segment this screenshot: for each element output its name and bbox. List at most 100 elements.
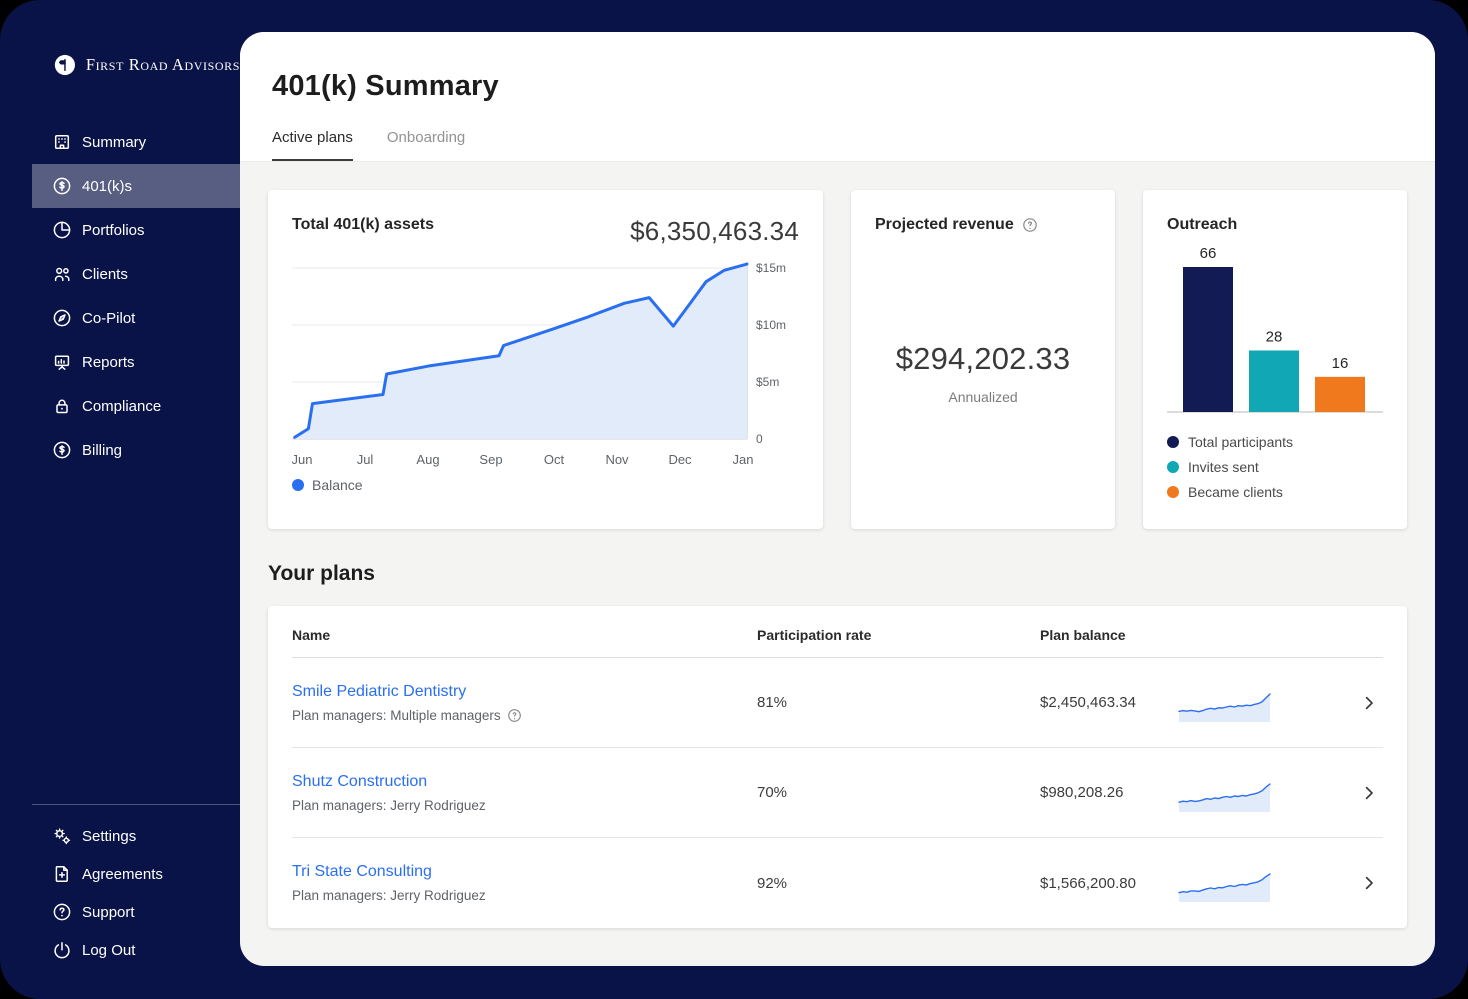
legend-dot [1167, 461, 1179, 473]
plan-name-cell: Smile Pediatric Dentistry Plan managers:… [292, 683, 757, 723]
plan-name-link[interactable]: Shutz Construction [292, 772, 428, 790]
legend-label: Total participants [1188, 434, 1294, 450]
svg-text:$5m: $5m [756, 375, 779, 389]
svg-text:Aug: Aug [416, 452, 439, 467]
sidebar-item-label: Settings [82, 827, 137, 845]
svg-text:Jan: Jan [733, 452, 754, 467]
chevron-right-icon[interactable] [1359, 783, 1383, 803]
summary-cards-row: Total 401(k) assets $6,350,463.34 $15m $1… [268, 190, 1407, 529]
people-icon [52, 264, 72, 284]
sidebar-item-agreements[interactable]: Agreements [32, 855, 240, 893]
building-icon [52, 132, 72, 152]
plans-section-title: Your plans [268, 562, 375, 585]
tabs: Active plans Onboarding [272, 129, 1403, 161]
sidebar-item-label: 401(k)s [82, 177, 133, 195]
plan-managers-label: Plan managers: Jerry Rodriguez [292, 797, 486, 813]
document-plus-icon [52, 864, 72, 884]
sidebar-item-label: Log Out [82, 941, 136, 959]
sidebar-item-clients[interactable]: Clients [32, 252, 240, 296]
plan-balance-value: $980,208.26 [1040, 784, 1124, 801]
sidebar-item-label: Summary [82, 133, 147, 151]
lock-icon [52, 396, 72, 416]
plan-row-shutz-construction[interactable]: Shutz Construction Plan managers: Jerry … [292, 748, 1383, 838]
svg-text:28: 28 [1266, 328, 1283, 345]
help-icon[interactable] [507, 708, 522, 723]
sidebar-item-summary[interactable]: Summary [32, 120, 240, 164]
plans-table-header: Name Participation rate Plan balance [292, 606, 1383, 658]
plan-name-link[interactable]: Tri State Consulting [292, 863, 432, 880]
column-header-name: Name [292, 627, 331, 643]
page-content: Total 401(k) assets $6,350,463.34 $15m $1… [240, 162, 1435, 966]
plan-name-cell: Shutz Construction Plan managers: Jerry … [292, 773, 757, 813]
sidebar-nav: Summary 401(k)s [0, 120, 240, 472]
balance-legend-label: Balance [312, 477, 363, 493]
help-icon[interactable] [1022, 217, 1038, 233]
sidebar-item-logout[interactable]: Log Out [32, 931, 240, 969]
sidebar-item-401ks[interactable]: 401(k)s [32, 164, 240, 208]
outreach-legend: Total participants Invites sent Became cli… [1167, 434, 1383, 500]
svg-text:66: 66 [1200, 245, 1217, 262]
total-assets-value: $6,350,463.34 [630, 216, 799, 246]
sidebar-item-compliance[interactable]: Compliance [32, 384, 240, 428]
legend-label: Invites sent [1188, 459, 1259, 475]
svg-text:Jul: Jul [357, 452, 374, 467]
sidebar-item-label: Reports [82, 353, 135, 371]
sidebar-item-copilot[interactable]: Co-Pilot [32, 296, 240, 340]
brand-logo: First Road Advisors [0, 0, 240, 78]
plan-row-smile-pediatric-dentistry[interactable]: Smile Pediatric Dentistry Plan managers:… [292, 658, 1383, 748]
sidebar-footer: Settings Agreements [32, 804, 240, 999]
chevron-right-icon[interactable] [1359, 693, 1383, 713]
plan-balance-value: $2,450,463.34 [1040, 694, 1136, 711]
sidebar-item-label: Clients [82, 265, 128, 283]
plan-managers-label: Plan managers: Multiple managers [292, 707, 501, 723]
svg-text:$10m: $10m [756, 318, 786, 332]
power-icon [52, 940, 72, 960]
plan-managers-label: Plan managers: Jerry Rodriguez [292, 888, 486, 903]
participation-rate-value: 92% [757, 874, 788, 892]
compass-icon [52, 308, 72, 328]
participation-rate-value: 70% [757, 784, 788, 801]
projected-revenue-card: Projected revenue $294,202.33 Annualized [851, 190, 1115, 529]
svg-text:Dec: Dec [668, 452, 692, 467]
sidebar-item-settings[interactable]: Settings [32, 817, 240, 855]
plan-name-link[interactable]: Smile Pediatric Dentistry [292, 682, 467, 700]
road-sign-logo-icon [54, 54, 75, 76]
assets-line-chart: $15m $10m $5m 0 Jun Jul Aug Sep Oct Nov Dec Jan [292, 261, 786, 467]
sidebar-item-support[interactable]: Support [32, 893, 240, 931]
column-header-plan-balance: Plan balance [1040, 627, 1126, 643]
revenue-card-title: Projected revenue [875, 216, 1014, 233]
balance-legend-dot [292, 479, 304, 491]
sparkline [1178, 692, 1271, 722]
sidebar-item-portfolios[interactable]: Portfolios [32, 208, 240, 252]
legend-label: Became clients [1188, 484, 1283, 500]
svg-text:Nov: Nov [605, 452, 629, 467]
legend-dot [1167, 486, 1179, 498]
plan-row-tri-state-consulting[interactable]: Tri State Consulting Plan managers: Jerr… [292, 838, 1383, 928]
plan-balance-value: $1,566,200.80 [1040, 874, 1136, 892]
brand-name: First Road Advisors [85, 55, 240, 74]
svg-text:Oct: Oct [544, 452, 565, 467]
legend-item: Became clients [1167, 484, 1383, 500]
tab-active-plans[interactable]: Active plans [272, 129, 353, 161]
svg-text:0: 0 [756, 432, 763, 446]
svg-text:Sep: Sep [479, 452, 502, 467]
dollar-circle-icon [52, 176, 72, 196]
sidebar-item-label: Agreements [82, 865, 163, 883]
sidebar-item-billing[interactable]: Billing [32, 428, 240, 472]
plans-table: Name Participation rate Plan balance Smi… [268, 606, 1407, 928]
outreach-bar-chart: 66 28 16 [1167, 245, 1383, 413]
sidebar-item-reports[interactable]: Reports [32, 340, 240, 384]
tab-onboarding[interactable]: Onboarding [386, 129, 466, 146]
sparkline [1178, 873, 1271, 902]
pie-chart-icon [52, 220, 72, 240]
legend-dot [1167, 436, 1179, 448]
chevron-right-icon[interactable] [1359, 873, 1383, 893]
gears-icon [52, 826, 72, 846]
sidebar-item-label: Portfolios [82, 221, 145, 239]
sidebar-item-label: Support [82, 903, 135, 921]
total-assets-card: Total 401(k) assets $6,350,463.34 $15m $1… [268, 190, 823, 529]
sidebar-item-label: Compliance [82, 397, 162, 415]
presentation-chart-icon [52, 352, 72, 372]
page-header: 401(k) Summary Active plans Onboarding [240, 32, 1435, 162]
